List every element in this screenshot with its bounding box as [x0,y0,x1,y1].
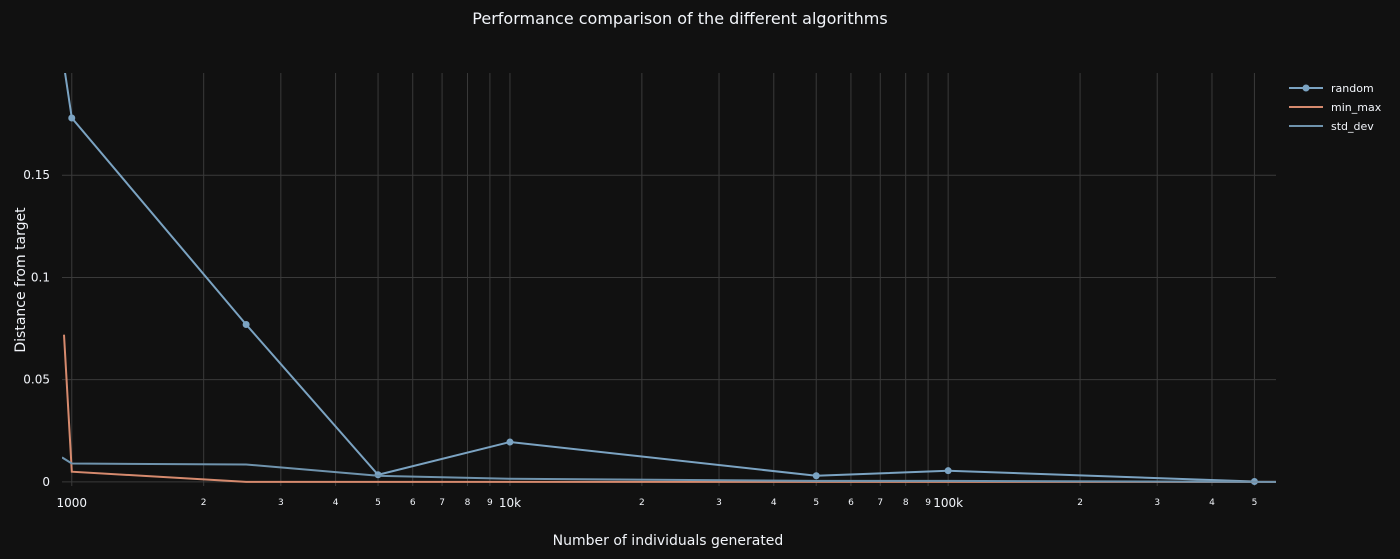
data-point[interactable] [944,467,952,475]
x-minor-tick-label: 2 [639,498,645,508]
x-minor-tick-label: 5 [813,498,819,508]
x-minor-tick-label: 7 [439,498,445,508]
x-minor-tick-label: 2 [201,498,207,508]
x-axis-title: Number of individuals generated [553,533,784,549]
x-minor-tick-label: 3 [1154,498,1160,508]
legend-label: random [1331,82,1374,95]
x-tick-label: 100k [933,496,963,510]
series-lines [62,73,1276,486]
legend-label: min_max [1331,101,1382,114]
y-axis-title: Distance from target [13,207,29,353]
x-tick-label: 10k [499,496,521,510]
x-minor-tick-label: 3 [278,498,284,508]
axes: 1000 10k 100k 2 3 4 5 6 7 8 9 2 3 4 5 6 7 8 9 2 3 4 5 0 0.05 0.1 0… [23,168,1257,510]
series-line-random [64,73,1255,483]
x-minor-tick-label: 4 [1209,498,1215,508]
legend[interactable]: random min_max std_dev [1289,82,1382,133]
x-minor-tick-label: 6 [410,498,416,508]
x-minor-tick-label: 8 [903,498,909,508]
series-random [64,73,1258,486]
x-minor-tick-label: 8 [465,498,471,508]
data-point[interactable] [68,114,76,122]
x-minor-tick-label: 5 [1252,498,1258,508]
legend-item-std_dev[interactable]: std_dev [1289,120,1374,133]
x-minor-tick-label: 9 [487,498,493,508]
x-minor-tick-label: 5 [375,498,381,508]
x-minor-tick-label: 6 [848,498,854,508]
series-line-min_max [63,334,1276,483]
x-minor-tick-label: 2 [1077,498,1083,508]
chart-title: Performance comparison of the different … [472,9,887,28]
x-minor-tick-label: 4 [333,498,339,508]
grid [62,73,1276,486]
data-point[interactable] [812,472,820,480]
series-line-std_dev [62,456,1276,483]
y-tick-label: 0.1 [31,270,50,284]
series-min_max [63,334,1276,483]
y-tick-label: 0 [42,475,50,489]
x-minor-tick-label: 9 [925,498,931,508]
series-std_dev [62,456,1276,483]
x-minor-tick-label: 7 [877,498,883,508]
legend-item-min_max[interactable]: min_max [1289,101,1382,114]
y-tick-label: 0.05 [23,373,50,387]
x-tick-label: 1000 [56,496,87,510]
x-minor-tick-label: 4 [771,498,777,508]
x-minor-tick-label: 3 [716,498,722,508]
legend-label: std_dev [1331,120,1374,133]
data-point[interactable] [242,320,250,328]
data-point[interactable] [506,438,514,446]
y-tick-label: 0.15 [23,168,50,182]
legend-item-random[interactable]: random [1289,82,1374,95]
legend-marker [1302,84,1310,92]
